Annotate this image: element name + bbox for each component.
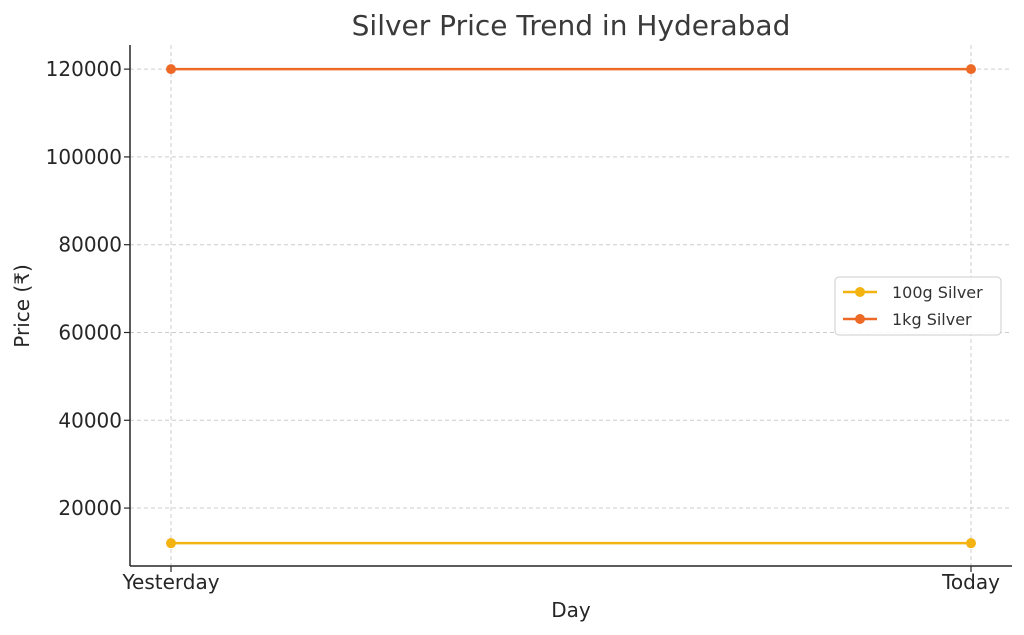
legend-item: 100g Silver bbox=[843, 283, 983, 302]
axes-spines bbox=[129, 45, 1012, 567]
series-lines bbox=[166, 64, 976, 549]
data-point bbox=[966, 538, 976, 549]
chart-title: Silver Price Trend in Hyderabad bbox=[352, 9, 791, 42]
y-tick-label: 60000 bbox=[58, 320, 122, 344]
series-1kg-silver bbox=[166, 64, 976, 75]
y-tick-label: 80000 bbox=[58, 233, 122, 257]
legend-item: 1kg Silver bbox=[843, 310, 972, 329]
data-point bbox=[166, 538, 176, 549]
tick-labels: 20000 40000 60000 80000 100000 120000 Yesterda… bbox=[46, 57, 1000, 594]
legend-swatch-marker bbox=[855, 314, 865, 324]
y-tick-label: 100000 bbox=[46, 145, 122, 169]
x-tick-label: Yesterday bbox=[121, 570, 219, 594]
data-point bbox=[966, 64, 976, 75]
legend-label: 1kg Silver bbox=[892, 310, 972, 329]
series-100g-silver bbox=[166, 538, 976, 549]
y-tick-label: 120000 bbox=[46, 57, 122, 81]
y-axis-label: Price (₹) bbox=[10, 264, 34, 347]
legend-label: 100g Silver bbox=[892, 283, 983, 302]
x-axis-label: Day bbox=[551, 598, 591, 622]
data-point bbox=[166, 64, 176, 75]
y-tick-label: 20000 bbox=[58, 496, 122, 520]
legend: 100g Silver 1kg Silver bbox=[834, 276, 1002, 336]
x-tick-label: Today bbox=[941, 570, 1000, 594]
legend-swatch-marker bbox=[855, 287, 865, 297]
y-tick-label: 40000 bbox=[58, 408, 122, 432]
